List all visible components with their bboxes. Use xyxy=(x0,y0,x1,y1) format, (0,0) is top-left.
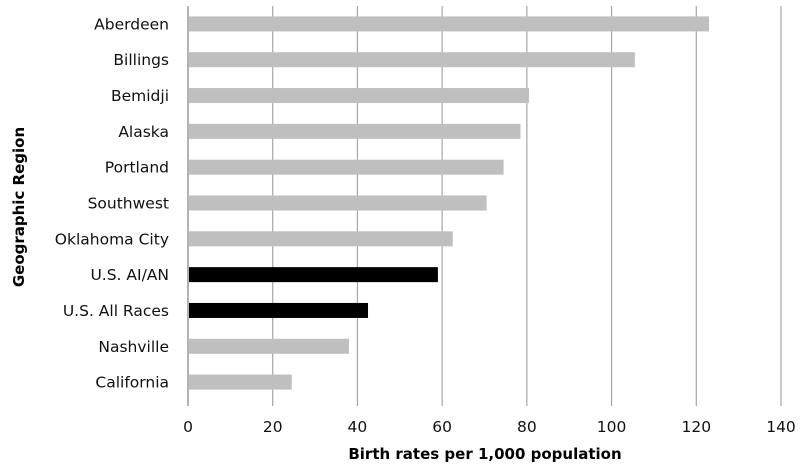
category-label: California xyxy=(95,374,169,392)
x-tick-label: 0 xyxy=(183,418,193,436)
bar xyxy=(189,52,635,68)
category-label: U.S. AI/AN xyxy=(90,266,169,284)
bar xyxy=(189,195,487,211)
bar xyxy=(189,231,453,247)
bar xyxy=(189,159,504,175)
category-label: Alaska xyxy=(118,123,169,141)
x-tick-label: 120 xyxy=(681,418,711,436)
category-label: U.S. All Races xyxy=(63,302,169,320)
bar xyxy=(189,267,438,283)
category-labels: Aberdeen Billings Bemidji Alaska Portland Sou… xyxy=(55,15,169,391)
bar xyxy=(189,16,709,32)
category-label: Nashville xyxy=(98,338,169,356)
x-tick-label: 20 xyxy=(263,418,283,436)
category-label: Southwest xyxy=(88,195,169,213)
category-label: Billings xyxy=(113,51,169,69)
bar xyxy=(189,88,529,104)
x-tick-label: 40 xyxy=(348,418,368,436)
category-label: Oklahoma City xyxy=(55,230,169,248)
x-tick-label: 100 xyxy=(597,418,627,436)
bars xyxy=(189,16,709,390)
category-label: Aberdeen xyxy=(94,15,169,33)
x-tick-labels: 0 20 40 60 80 100 120 140 xyxy=(183,418,796,436)
category-label: Portland xyxy=(105,159,169,177)
y-axis-title: Geographic Region xyxy=(10,127,28,287)
x-tick-label: 60 xyxy=(432,418,452,436)
bar xyxy=(189,338,349,354)
x-tick-label: 140 xyxy=(766,418,796,436)
category-label: Bemidji xyxy=(111,87,169,105)
bar xyxy=(189,374,292,390)
x-axis-title: Birth rates per 1,000 population xyxy=(348,445,621,463)
bar xyxy=(189,302,369,318)
bar xyxy=(189,123,521,139)
x-tick-label: 80 xyxy=(517,418,537,436)
